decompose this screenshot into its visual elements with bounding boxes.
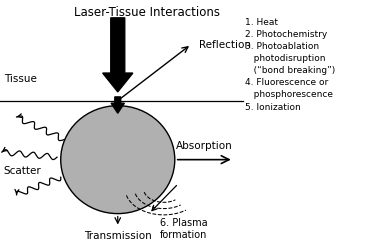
Text: Laser-Tissue Interactions: Laser-Tissue Interactions bbox=[74, 6, 220, 19]
FancyArrow shape bbox=[103, 19, 133, 92]
Text: Absorption: Absorption bbox=[176, 140, 233, 150]
Text: 6. Plasma
formation: 6. Plasma formation bbox=[160, 218, 208, 239]
Ellipse shape bbox=[61, 106, 175, 214]
Text: Transmission: Transmission bbox=[84, 230, 152, 240]
Text: Reflection: Reflection bbox=[199, 40, 251, 50]
Text: Tissue: Tissue bbox=[4, 74, 36, 84]
FancyArrow shape bbox=[111, 98, 124, 114]
Text: Scatter: Scatter bbox=[4, 165, 42, 175]
Text: 1. Heat
2. Photochemistry
3. Photoablation
   photodisruption
   (“bond breaking: 1. Heat 2. Photochemistry 3. Photoablati… bbox=[245, 18, 335, 111]
